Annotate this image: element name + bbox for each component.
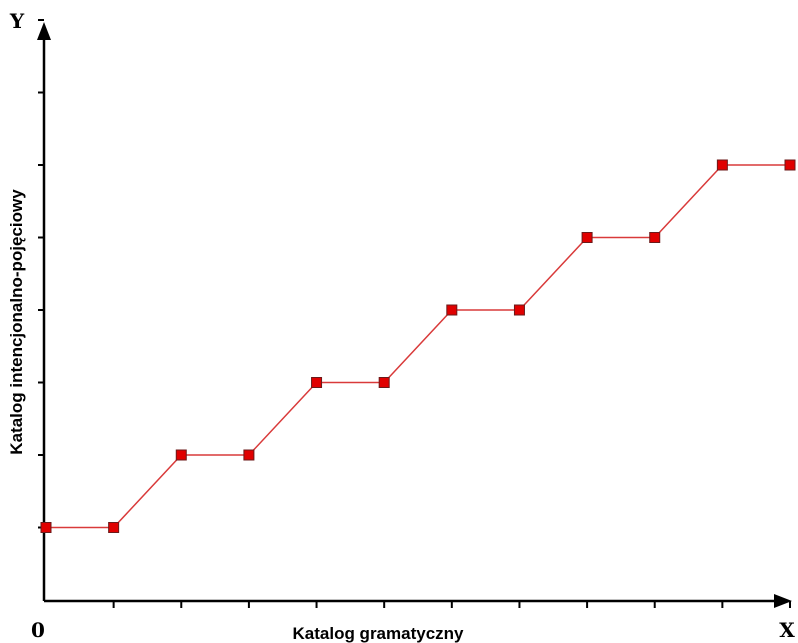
series-0-point-4 [311, 377, 323, 388]
origin-label: 0 [31, 618, 45, 642]
x-axis-arrow [774, 594, 792, 608]
series-0-point-5 [378, 377, 390, 388]
series-0-point-6 [446, 304, 458, 316]
y-axis-ticks [38, 19, 44, 529]
series-0-point-9 [649, 232, 661, 243]
series-0-point-10 [716, 159, 728, 171]
series-0-point-0 [40, 522, 52, 533]
series-0-point-7 [513, 304, 525, 316]
series-0-point-11 [784, 159, 796, 171]
series-0-point-3 [243, 449, 255, 461]
series-layer [40, 159, 796, 533]
y-axis-letter: Y [9, 9, 25, 33]
series-0-point-2 [175, 449, 187, 461]
series-0-point-8 [581, 232, 593, 243]
x-axis-label: Katalog gramatyczny [293, 624, 465, 643]
x-axis-letter: X [779, 618, 795, 642]
y-axis-label: Katalog intencjonalno-pojęciowy [7, 189, 26, 455]
y-axis-arrow [37, 22, 51, 40]
series-0-point-1 [108, 522, 120, 533]
series-0-line [46, 164, 790, 529]
